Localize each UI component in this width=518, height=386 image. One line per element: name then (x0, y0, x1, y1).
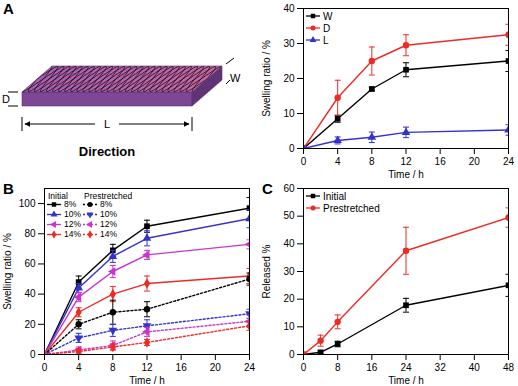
svg-text:20: 20 (283, 293, 295, 304)
svg-text:10: 10 (283, 321, 295, 332)
svg-text:0: 0 (30, 349, 36, 360)
svg-text:16: 16 (435, 156, 447, 167)
svg-text:4: 4 (76, 362, 82, 373)
svg-text:30: 30 (283, 266, 295, 277)
svg-text:Prestretched: Prestretched (84, 190, 133, 201)
html-text:C: C (262, 180, 273, 197)
svg-text:40: 40 (24, 288, 36, 299)
svg-text:30: 30 (283, 38, 295, 49)
svg-text:50: 50 (283, 210, 295, 221)
svg-text:12: 12 (141, 362, 153, 373)
svg-text:24: 24 (400, 362, 412, 373)
svg-text:Swelling ratio / %: Swelling ratio / % (261, 40, 272, 117)
svg-text:Direction: Direction (79, 144, 135, 159)
svg-text:Initial: Initial (48, 190, 68, 201)
svg-text:Swelling ratio / %: Swelling ratio / % (2, 233, 13, 310)
svg-text:W: W (323, 11, 333, 22)
svg-text:8: 8 (110, 362, 116, 373)
svg-text:8%: 8% (64, 199, 77, 209)
svg-text:16: 16 (366, 362, 378, 373)
svg-text:10: 10 (283, 108, 295, 119)
svg-text:8: 8 (369, 156, 375, 167)
svg-text:Time / h: Time / h (388, 375, 424, 386)
svg-text:0: 0 (42, 362, 48, 373)
svg-text:0: 0 (301, 156, 307, 167)
svg-text:60: 60 (283, 183, 295, 194)
svg-text:24: 24 (244, 362, 256, 373)
svg-text:D: D (2, 93, 10, 105)
svg-text:L: L (323, 35, 329, 46)
svg-text:Time / h: Time / h (388, 169, 424, 180)
svg-text:Time / h: Time / h (129, 375, 165, 386)
svg-text:48: 48 (503, 362, 515, 373)
svg-text:100: 100 (19, 198, 36, 209)
html-text:B: B (3, 180, 14, 197)
svg-text:D: D (323, 23, 330, 34)
html-text:A: A (3, 0, 14, 17)
svg-text:12: 12 (400, 156, 412, 167)
svg-text:40: 40 (283, 238, 295, 249)
svg-text:20: 20 (24, 319, 36, 330)
svg-text:80: 80 (24, 228, 36, 239)
svg-text:Initial: Initial (323, 191, 346, 202)
svg-text:32: 32 (435, 362, 447, 373)
svg-text:10%: 10% (100, 209, 117, 219)
svg-text:12%: 12% (64, 219, 81, 229)
svg-text:0: 0 (289, 349, 295, 360)
svg-text:0: 0 (289, 143, 295, 154)
svg-text:4: 4 (335, 156, 341, 167)
svg-text:L: L (104, 118, 110, 130)
svg-text:Prestretched: Prestretched (323, 203, 380, 214)
svg-text:8%: 8% (100, 199, 113, 209)
svg-text:0: 0 (301, 362, 307, 373)
svg-text:12%: 12% (100, 219, 117, 229)
svg-text:24: 24 (503, 156, 515, 167)
svg-text:10%: 10% (64, 209, 81, 219)
svg-text:20: 20 (210, 362, 222, 373)
svg-text:20: 20 (283, 73, 295, 84)
svg-text:W: W (230, 72, 241, 84)
svg-text:14%: 14% (64, 229, 81, 239)
svg-text:8: 8 (335, 362, 341, 373)
svg-text:Released %: Released % (261, 244, 272, 298)
svg-text:16: 16 (176, 362, 188, 373)
svg-text:14%: 14% (100, 229, 117, 239)
svg-text:40: 40 (283, 3, 295, 14)
svg-text:60: 60 (24, 258, 36, 269)
svg-text:40: 40 (469, 362, 481, 373)
svg-text:20: 20 (469, 156, 481, 167)
